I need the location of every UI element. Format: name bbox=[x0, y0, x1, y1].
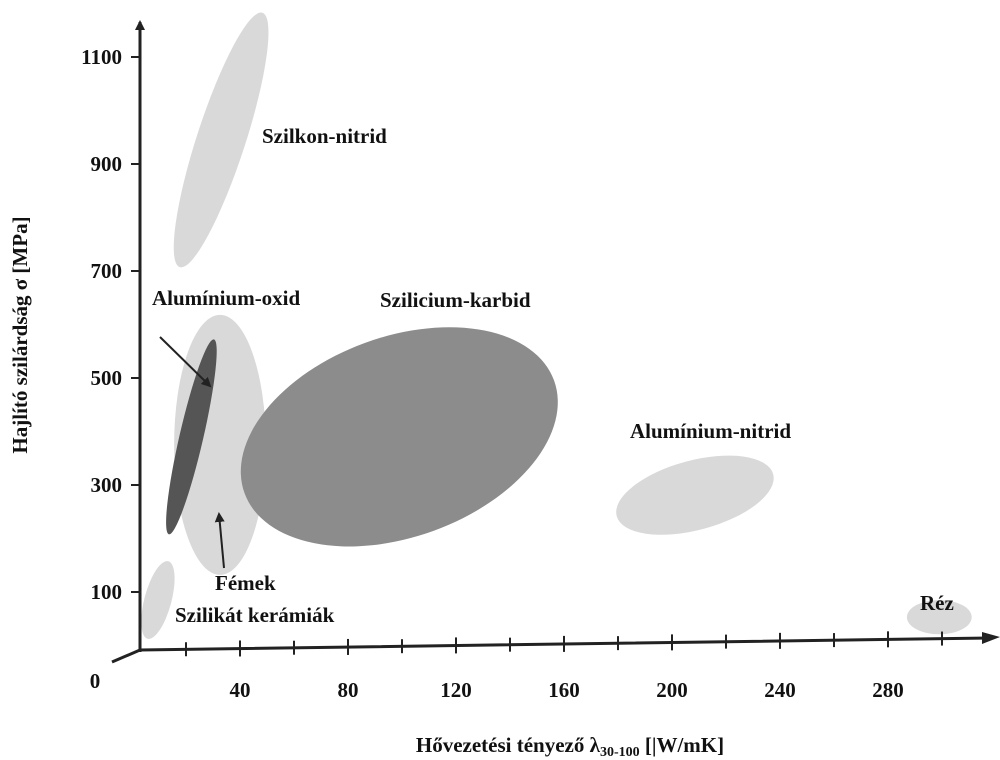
x-tick-label: 200 bbox=[656, 678, 688, 702]
region bbox=[906, 600, 972, 635]
x-tick-label: 80 bbox=[338, 678, 359, 702]
region-label: Szilicium-karbid bbox=[380, 288, 531, 312]
region bbox=[166, 339, 217, 535]
x-tick-label: 160 bbox=[548, 678, 580, 702]
arrow bbox=[159, 336, 212, 388]
x-axis bbox=[111, 636, 991, 664]
regions bbox=[141, 12, 972, 639]
x-tick-label: 0 bbox=[90, 669, 101, 693]
region-label: Fémek bbox=[215, 571, 276, 595]
region bbox=[141, 561, 175, 639]
x-label-subscript: 30-100 bbox=[600, 745, 640, 760]
x-label-unit: [|W/mK] bbox=[640, 733, 725, 757]
region-label: Alumínium-oxid bbox=[152, 286, 301, 310]
region bbox=[240, 327, 558, 547]
y-tick-label: 500 bbox=[91, 366, 123, 390]
x-axis-arrow bbox=[982, 632, 1000, 644]
y-tick-label: 700 bbox=[91, 259, 123, 283]
y-tick-label: 1100 bbox=[81, 45, 122, 69]
y-tick-label: 900 bbox=[91, 152, 123, 176]
region-label: Szilikát kerámiák bbox=[175, 603, 335, 627]
y-tick-label: 100 bbox=[91, 580, 123, 604]
region-label: Alumínium-nitrid bbox=[630, 419, 791, 443]
region-label: Réz bbox=[920, 591, 954, 615]
y-tick-label: 300 bbox=[91, 473, 123, 497]
x-axis-label: Hővezetési tényező λ30-100 [|W/mK] bbox=[416, 733, 724, 760]
arrow bbox=[214, 512, 225, 569]
x-tick-label: 40 bbox=[230, 678, 251, 702]
region-label: Szilkon-nitrid bbox=[262, 124, 387, 148]
region bbox=[616, 455, 774, 535]
x-label-text: Hővezetési tényező λ bbox=[416, 733, 601, 757]
region bbox=[173, 12, 269, 268]
y-axis-label: Hajlító szilárdság σ [MPa] bbox=[8, 216, 32, 453]
x-tick-label: 280 bbox=[872, 678, 904, 702]
x-tick-label: 240 bbox=[764, 678, 796, 702]
x-tick-label: 120 bbox=[440, 678, 472, 702]
